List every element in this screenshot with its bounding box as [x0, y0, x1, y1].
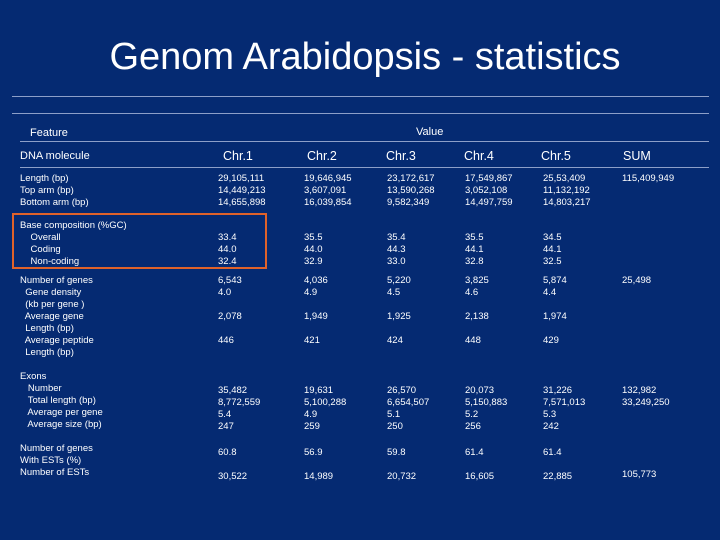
cell-exons-chr2: 19,631 5,100,288 4.9 259	[304, 385, 347, 432]
cell-genes-chr2: 4,036 4.9	[304, 275, 328, 298]
cell-peptide-chr5: 429	[543, 335, 559, 346]
cell-est-pct-chr4: 61.4	[465, 447, 484, 458]
subheader-divider	[20, 141, 709, 142]
cell-length-sum: 115,409,949	[622, 173, 675, 184]
cell-est-num-chr1: 30,522	[218, 471, 248, 482]
col-header-chr3: Chr.3	[386, 149, 416, 163]
cell-est-pct-chr2: 56.9	[304, 447, 323, 458]
cell-gc-chr1: 33.4 44.0 32.4	[218, 232, 237, 267]
value-header: Value	[416, 126, 444, 138]
cell-exons-chr1: 35,482 8,772,559 5.4 247	[218, 385, 261, 432]
cell-length-chr1: 29,105,111 14,449,213 14,655,898	[218, 173, 266, 208]
cell-gene-length-chr4: 2,138	[465, 311, 489, 322]
col-header-chr1: Chr.1	[223, 149, 253, 163]
cell-length-chr5: 25,53,409 11,132,192 14,803,217	[543, 173, 591, 208]
cell-est-num-chr4: 16,605	[465, 471, 495, 482]
col-header-chr2: Chr.2	[307, 149, 337, 163]
col-header-chr5: Chr.5	[541, 149, 571, 163]
cell-peptide-chr1: 446	[218, 335, 234, 346]
cell-est-num-chr2: 14,989	[304, 471, 334, 482]
col-header-sum: SUM	[623, 149, 651, 163]
row-label-genes: Number of genes Gene density (kb per gen…	[20, 275, 94, 358]
cell-gene-length-chr3: 1,925	[387, 311, 411, 322]
cell-genes-chr1: 6,543 4.0	[218, 275, 242, 298]
row-label-exons: Exons Number Total length (bp) Average p…	[20, 371, 103, 430]
cell-length-chr4: 17,549,867 3,052,108 14,497,759	[465, 173, 513, 208]
cell-exons-sum: 132,982 33,249,250	[622, 385, 670, 408]
feature-header: Feature	[30, 127, 68, 139]
cell-gc-chr5: 34.5 44.1 32.5	[543, 232, 562, 267]
cell-exons-chr5: 31,226 7,571,013 5.3 242	[543, 385, 586, 432]
cell-exons-chr3: 26,570 6,654,507 5.1 250	[387, 385, 430, 432]
cell-gc-chr3: 35.4 44.3 33.0	[387, 232, 406, 267]
cell-gene-length-chr1: 2,078	[218, 311, 242, 322]
row-label-length: Length (bp) Top arm (bp) Bottom arm (bp)	[20, 173, 89, 208]
col-header-chr4: Chr.4	[464, 149, 494, 163]
cell-genes-chr5: 5,874 4.4	[543, 275, 567, 298]
cell-est-num-chr3: 20,732	[387, 471, 417, 482]
page-title: Genom Arabidopsis - statistics	[109, 36, 621, 78]
header-divider	[12, 113, 709, 114]
cell-peptide-chr2: 421	[304, 335, 320, 346]
cell-peptide-chr3: 424	[387, 335, 403, 346]
highlight-box	[12, 213, 267, 269]
cell-gc-chr2: 35.5 44.0 32.9	[304, 232, 323, 267]
cell-genes-sum: 25,498	[622, 275, 652, 286]
cell-gene-length-chr2: 1,949	[304, 311, 328, 322]
dna-molecule-header: DNA molecule	[20, 150, 90, 162]
cell-gc-chr4: 35.5 44.1 32.8	[465, 232, 484, 267]
title-divider	[12, 96, 709, 97]
row-label-ests: Number of genes With ESTs (%) Number of …	[20, 443, 93, 478]
cell-est-pct-chr1: 60.8	[218, 447, 237, 458]
cell-est-pct-chr5: 61.4	[543, 447, 562, 458]
cell-peptide-chr4: 448	[465, 335, 481, 346]
cell-gene-length-chr5: 1,974	[543, 311, 567, 322]
cell-est-pct-chr3: 59.8	[387, 447, 406, 458]
cell-genes-chr4: 3,825 4.6	[465, 275, 489, 298]
row-label-gc: Base composition (%GC) Overall Coding No…	[20, 220, 127, 267]
body-divider	[20, 167, 709, 168]
cell-length-chr2: 19,646,945 3,607,091 16,039,854	[304, 173, 352, 208]
cell-est-num-chr5: 22,885	[543, 471, 573, 482]
cell-genes-chr3: 5,220 4.5	[387, 275, 411, 298]
cell-exons-chr4: 20,073 5,150,883 5.2 256	[465, 385, 508, 432]
cell-est-num-sum: 105,773	[622, 469, 657, 480]
cell-length-chr3: 23,172,617 13,590,268 9,582,349	[387, 173, 435, 208]
